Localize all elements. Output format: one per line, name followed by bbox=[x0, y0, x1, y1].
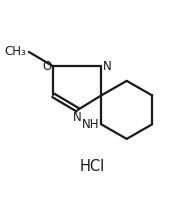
Text: O: O bbox=[42, 60, 51, 73]
Text: N: N bbox=[73, 111, 82, 124]
Text: CH₃: CH₃ bbox=[4, 45, 26, 58]
Text: HCl: HCl bbox=[80, 159, 105, 174]
Text: NH: NH bbox=[82, 118, 99, 131]
Text: N: N bbox=[103, 60, 112, 73]
